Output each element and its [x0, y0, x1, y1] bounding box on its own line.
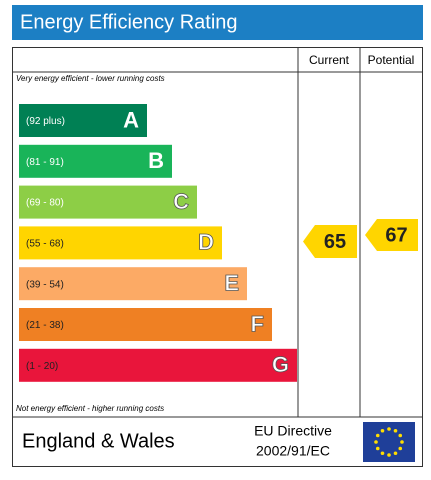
eu-flag [363, 422, 415, 462]
star [393, 451, 398, 456]
column-header: Current [309, 53, 350, 67]
band-letter: D [198, 230, 214, 255]
chart-title: Energy Efficiency Rating [20, 11, 238, 33]
band [19, 226, 222, 260]
star [375, 433, 380, 438]
band-range: (69 - 80) [26, 198, 64, 209]
band-letter: B [148, 148, 164, 173]
star [374, 440, 378, 444]
star [398, 433, 403, 438]
band-range: (92 plus) [26, 116, 65, 127]
star [387, 427, 391, 431]
band-letter: F [251, 311, 264, 336]
star [393, 428, 398, 433]
band-range: (81 - 91) [26, 157, 64, 168]
rating-arrow [365, 219, 418, 251]
star [398, 446, 403, 451]
band-letter: G [272, 352, 289, 377]
band-letter: A [123, 107, 139, 132]
band-range: (55 - 68) [26, 239, 64, 250]
star [380, 451, 385, 456]
star [375, 446, 380, 451]
column-header: Potential [368, 53, 415, 67]
star [380, 428, 385, 433]
frame [12, 47, 423, 467]
title-bar [12, 5, 423, 40]
band [19, 348, 297, 382]
band [19, 104, 147, 137]
band [19, 267, 247, 301]
region: England & Wales [22, 430, 175, 452]
rating-arrow [303, 225, 357, 258]
star [400, 440, 404, 444]
band [19, 308, 272, 341]
rating-value: 67 [385, 224, 407, 246]
directive: 2002/91/EC [256, 443, 330, 459]
band-letter: E [224, 271, 239, 296]
band [19, 144, 172, 178]
star [387, 453, 391, 457]
band [19, 185, 197, 219]
directive: EU Directive [254, 423, 332, 439]
band-letter: C [173, 189, 189, 214]
rating-value: 65 [324, 231, 346, 253]
top-note: Very energy efficient - lower running co… [16, 74, 165, 83]
band-range: (39 - 54) [26, 279, 64, 290]
band-range: (21 - 38) [26, 320, 64, 331]
bottom-note: Not energy efficient - higher running co… [16, 404, 164, 413]
band-range: (1 - 20) [26, 361, 58, 372]
